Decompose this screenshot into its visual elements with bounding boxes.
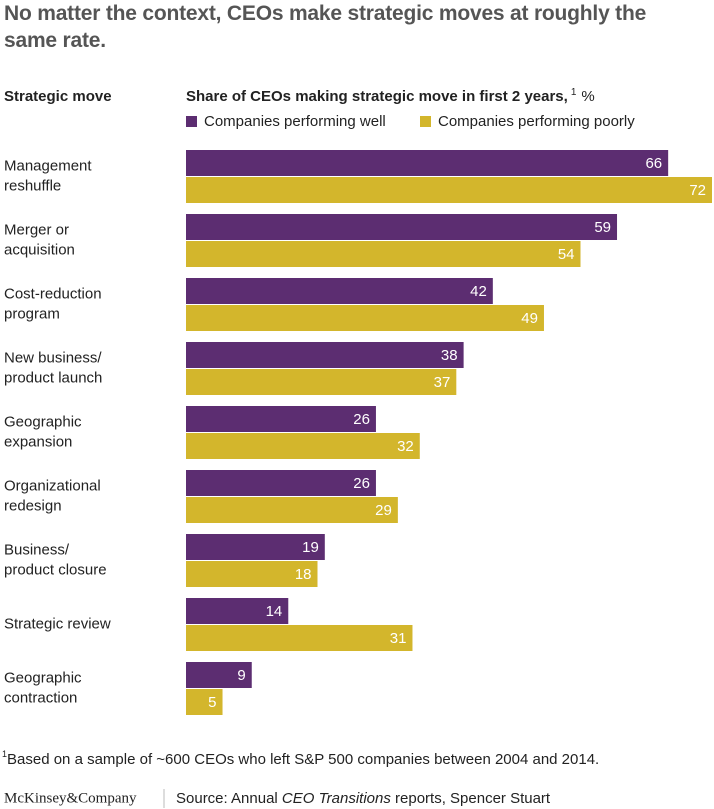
bar	[186, 497, 398, 523]
bar	[186, 305, 544, 331]
axis-label: Share of CEOs making strategic move in f…	[186, 87, 595, 105]
bar	[186, 369, 457, 395]
value-label: 18	[295, 566, 312, 583]
category-label: Business/product closure	[4, 541, 107, 578]
logo: McKinsey&Company	[4, 790, 137, 806]
footnote-text: Based on a sample of ~600 CEOs who left …	[7, 751, 599, 768]
bar	[186, 150, 669, 176]
source-suffix: reports, Spencer Stuart	[391, 790, 551, 807]
value-label: 9	[237, 667, 245, 684]
category-header: Strategic move	[4, 88, 112, 105]
value-label: 5	[208, 694, 216, 711]
value-label: 59	[594, 219, 611, 236]
value-label: 14	[266, 603, 283, 620]
category-label: Strategic review	[4, 615, 111, 632]
value-label: 31	[390, 630, 407, 647]
bar	[186, 534, 325, 560]
value-label: 26	[353, 475, 370, 492]
value-label: 72	[689, 182, 706, 199]
value-label: 26	[353, 411, 370, 428]
bar	[186, 433, 420, 459]
value-label: 32	[397, 438, 414, 455]
value-label: 37	[434, 374, 451, 391]
footnote-marker: 1	[2, 749, 7, 759]
category-label: Management reshuffle	[4, 157, 92, 194]
bar	[186, 406, 376, 432]
chart-title: No matter the context, CEOs make strateg…	[4, 2, 647, 52]
value-label: 29	[375, 502, 392, 519]
bar	[186, 241, 581, 267]
category-label: Geographic contraction	[4, 669, 82, 706]
value-label: 19	[302, 539, 319, 556]
category-label: Organizational redesign	[4, 477, 101, 514]
axis-unit: %	[581, 88, 594, 105]
category-label: New business/product launch	[4, 349, 102, 386]
value-label: 49	[521, 310, 538, 327]
bar	[186, 625, 413, 651]
bar	[186, 278, 493, 304]
axis-label-note: 1	[571, 87, 577, 98]
value-label: 66	[645, 155, 662, 172]
bar	[186, 689, 223, 715]
value-label: 54	[558, 246, 575, 263]
footnote: 1Based on a sample of ~600 CEOs who left…	[2, 749, 599, 768]
category-label: Cost-reduction program	[4, 285, 102, 322]
legend-swatch	[186, 116, 197, 127]
category-label: Merger or acquisition	[4, 221, 75, 258]
bar	[186, 214, 618, 240]
source-prefix: Source: Annual	[176, 790, 282, 807]
bar	[186, 342, 464, 368]
value-label: 38	[441, 347, 458, 364]
bar	[186, 598, 289, 624]
bar	[186, 177, 712, 203]
bar	[186, 662, 252, 688]
legend-label: Companies performing well	[204, 113, 386, 130]
source: Source: Annual CEO Transitions reports, …	[176, 790, 551, 807]
bar	[186, 561, 318, 587]
axis-label-text: Share of CEOs making strategic move in f…	[186, 88, 568, 105]
legend-swatch	[420, 116, 431, 127]
source-italic: CEO Transitions	[282, 790, 391, 807]
legend-label: Companies performing poorly	[438, 113, 635, 130]
bar	[186, 470, 376, 496]
value-label: 42	[470, 283, 487, 300]
category-label: Geographic expansion	[4, 413, 82, 450]
